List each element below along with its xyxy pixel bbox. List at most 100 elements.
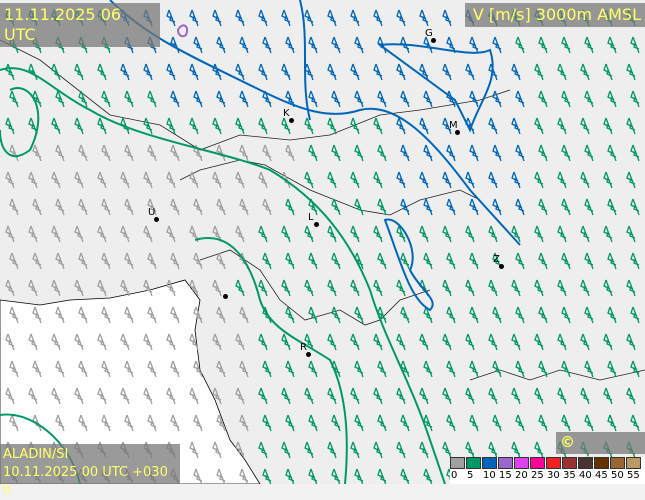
wind-barb bbox=[124, 252, 134, 270]
colorbar-swatch bbox=[610, 457, 625, 469]
wind-barb bbox=[97, 333, 107, 351]
wind-barb bbox=[331, 36, 341, 54]
wind-barb bbox=[492, 306, 502, 324]
wind-barb bbox=[373, 9, 383, 27]
wind-barb bbox=[78, 144, 88, 162]
wind-barb bbox=[101, 306, 111, 324]
wind-barb bbox=[400, 414, 410, 432]
wind-barb bbox=[350, 225, 360, 243]
wind-barb bbox=[285, 144, 295, 162]
wind-barb bbox=[304, 279, 314, 297]
colorbar-label: 45 bbox=[595, 470, 608, 481]
wind-barb bbox=[51, 63, 61, 81]
wind-barb bbox=[212, 441, 222, 459]
wind-barb bbox=[78, 306, 88, 324]
wind-barb bbox=[442, 387, 452, 405]
wind-barb bbox=[538, 198, 548, 216]
wind-barb bbox=[262, 360, 272, 378]
wind-barb bbox=[262, 144, 272, 162]
wind-barb bbox=[285, 414, 295, 432]
wind-barb bbox=[166, 117, 176, 135]
wind-barb bbox=[97, 117, 107, 135]
wind-barb bbox=[258, 387, 268, 405]
wind-barb bbox=[561, 252, 571, 270]
wind-barb bbox=[419, 117, 429, 135]
wind-barb bbox=[143, 333, 153, 351]
wind-barb bbox=[515, 306, 525, 324]
colorbar-label: 55 bbox=[627, 470, 640, 481]
wind-barb bbox=[235, 387, 245, 405]
wind-barb bbox=[55, 252, 65, 270]
colorbar-swatch bbox=[466, 457, 481, 469]
wind-barb bbox=[193, 90, 203, 108]
wind-barb bbox=[28, 225, 38, 243]
wind-barb bbox=[74, 171, 84, 189]
wind-barb bbox=[442, 225, 452, 243]
wind-barb bbox=[124, 306, 134, 324]
colorbar-swatch bbox=[482, 457, 497, 469]
wind-barb bbox=[281, 387, 291, 405]
wind-barb bbox=[51, 117, 61, 135]
wind-barb bbox=[580, 225, 590, 243]
wind-barb bbox=[534, 225, 544, 243]
wind-barb bbox=[607, 306, 617, 324]
wind-barb bbox=[120, 279, 130, 297]
wind-barb bbox=[258, 279, 268, 297]
wind-barb bbox=[166, 63, 176, 81]
wind-barb bbox=[511, 63, 521, 81]
wind-barb bbox=[511, 387, 521, 405]
isotach-15 bbox=[176, 24, 188, 38]
wind-barb bbox=[515, 90, 525, 108]
wind-barb bbox=[419, 333, 429, 351]
wind-barb bbox=[327, 117, 337, 135]
wind-barb bbox=[580, 387, 590, 405]
wind-barb bbox=[304, 441, 314, 459]
wind-barb bbox=[331, 144, 341, 162]
wind-barb bbox=[262, 252, 272, 270]
wind-barb bbox=[442, 63, 452, 81]
wind-barb bbox=[607, 360, 617, 378]
wind-barb bbox=[193, 468, 203, 484]
wind-barb bbox=[147, 144, 157, 162]
wind-barb bbox=[285, 36, 295, 54]
wind-barb bbox=[557, 63, 567, 81]
colorbar-label: 50 bbox=[611, 470, 624, 481]
wind-barb bbox=[442, 117, 452, 135]
wind-barb bbox=[281, 225, 291, 243]
wind-barb bbox=[32, 252, 42, 270]
wind-barb bbox=[446, 144, 456, 162]
wind-barb bbox=[147, 360, 157, 378]
wind-barb bbox=[258, 333, 268, 351]
wind-barb bbox=[423, 144, 433, 162]
wind-barb bbox=[166, 279, 176, 297]
wind-barb bbox=[28, 279, 38, 297]
wind-barb bbox=[120, 225, 130, 243]
wind-barb bbox=[400, 90, 410, 108]
wind-barb bbox=[78, 198, 88, 216]
wind-barb bbox=[373, 387, 383, 405]
wind-barb bbox=[285, 306, 295, 324]
colorbar-label: 0 bbox=[451, 470, 458, 481]
wind-barb bbox=[51, 333, 61, 351]
wind-barb bbox=[557, 225, 567, 243]
colorbar-label: 5 bbox=[467, 470, 474, 481]
wind-barb bbox=[354, 468, 364, 484]
wind-barb bbox=[143, 171, 153, 189]
wind-barb bbox=[212, 387, 222, 405]
wind-barb bbox=[9, 414, 19, 432]
wind-barb bbox=[101, 414, 111, 432]
wind-barb bbox=[308, 360, 318, 378]
wind-barb bbox=[580, 171, 590, 189]
variable-label: V [m/s] 3000m AMSL bbox=[465, 3, 645, 27]
wind-barb bbox=[350, 441, 360, 459]
wind-barb bbox=[308, 414, 318, 432]
wind-barb bbox=[557, 117, 567, 135]
wind-barb bbox=[626, 171, 636, 189]
wind-barb bbox=[216, 360, 226, 378]
wind-barb bbox=[373, 441, 383, 459]
wind-barb bbox=[373, 333, 383, 351]
wind-barb bbox=[603, 333, 613, 351]
wind-barb bbox=[630, 144, 640, 162]
wind-barb bbox=[143, 387, 153, 405]
wind-barb bbox=[308, 306, 318, 324]
